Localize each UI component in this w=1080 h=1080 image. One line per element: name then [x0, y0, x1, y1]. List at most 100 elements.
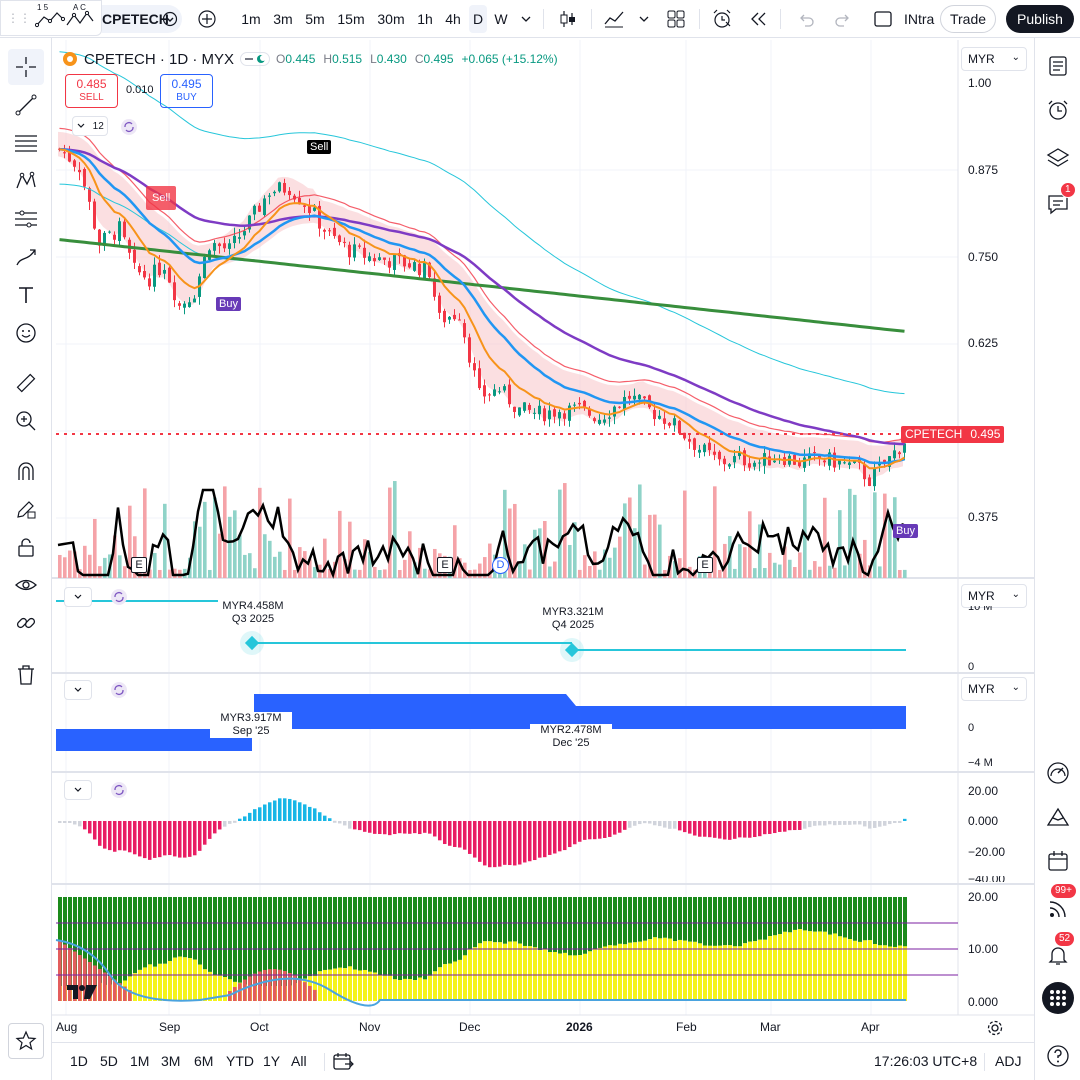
pane-collapse-button[interactable]	[64, 587, 92, 607]
momentum-bar	[493, 821, 497, 868]
interval-1m[interactable]: 1m	[241, 11, 261, 27]
buy-signal-label[interactable]: Buy	[893, 524, 918, 538]
indicators-collapse-button[interactable]: 12	[72, 116, 108, 136]
dividend-marker[interactable]: D	[492, 557, 509, 574]
alerts-panel-button[interactable]	[1042, 94, 1074, 126]
currency-selector[interactable]: MYR ⌄	[961, 47, 1027, 71]
hide-drawings-tool[interactable]	[8, 567, 44, 603]
indicators-button[interactable]	[600, 5, 628, 33]
interval-w[interactable]: W	[494, 11, 508, 27]
forecast-tool[interactable]	[8, 201, 44, 237]
layout-name-button[interactable]: INtra	[904, 11, 935, 27]
interval-5m[interactable]: 5m	[305, 11, 325, 27]
symbol-search-button[interactable]: CPETECH	[102, 5, 182, 33]
trend-line-tool[interactable]	[8, 87, 44, 123]
indicators-dropdown[interactable]	[634, 5, 654, 33]
chart-settings-icon[interactable]	[986, 1019, 1004, 1037]
watchlist-button[interactable]	[1042, 50, 1074, 82]
favorite-pattern-tool-icon[interactable]	[65, 7, 95, 29]
range-1d[interactable]: 1D	[70, 1053, 88, 1069]
range-1y[interactable]: 1Y	[263, 1053, 281, 1069]
earnings-marker[interactable]: E	[437, 557, 453, 573]
go-to-date-icon[interactable]	[332, 1051, 354, 1073]
revenue-point-q3[interactable]	[244, 635, 260, 651]
currency-selector[interactable]: MYR ⌄	[961, 677, 1027, 701]
templates-button[interactable]	[662, 5, 690, 33]
sync-icon[interactable]	[110, 781, 128, 799]
chart-type-button[interactable]	[554, 5, 582, 33]
pane-collapse-button[interactable]	[64, 780, 92, 800]
brush-tool[interactable]	[8, 239, 44, 275]
sell-signal-label[interactable]: Sell	[146, 186, 177, 210]
object-tree-button[interactable]	[1042, 142, 1074, 174]
text-tool[interactable]	[8, 277, 44, 313]
fullscreen-button[interactable]	[870, 5, 896, 33]
range-5d[interactable]: 5D	[100, 1053, 118, 1069]
earnings-marker[interactable]: E	[697, 557, 713, 573]
favorites-toolbar-toggle[interactable]	[8, 1023, 44, 1059]
replay-button[interactable]	[744, 5, 772, 33]
redo-button[interactable]	[830, 5, 856, 33]
adjust-toggle[interactable]: ADJ	[995, 1053, 1022, 1069]
chart-canvas[interactable]	[0, 0, 1034, 1042]
chart-legend[interactable]: CPETECH · 1D · MYX O0.445 H0.515 L0.430 …	[62, 48, 558, 70]
current-price-tag[interactable]: CPETECH 0.495	[901, 426, 1005, 443]
sell-signal-label[interactable]: Sell	[307, 140, 332, 154]
trade-button[interactable]: Trade	[940, 5, 996, 33]
trading-panel-button[interactable]	[1042, 801, 1074, 833]
symbol-add-icon[interactable]	[162, 11, 178, 27]
range-6m[interactable]: 6M	[194, 1053, 214, 1069]
sync-icon[interactable]	[110, 588, 128, 606]
stay-in-drawing-tool[interactable]	[8, 491, 44, 527]
market-status[interactable]	[240, 52, 271, 66]
buy-button[interactable]: 0.495 BUY	[160, 74, 213, 108]
magnet-tool[interactable]	[8, 453, 44, 489]
zoom-tool[interactable]	[8, 403, 44, 439]
measure-tool[interactable]	[8, 365, 44, 401]
sync-icon[interactable]	[110, 681, 128, 699]
sync-icon[interactable]	[120, 118, 138, 136]
alert-button[interactable]	[708, 5, 736, 33]
remove-drawings-tool[interactable]	[8, 657, 44, 693]
emoji-tool[interactable]	[8, 315, 44, 351]
buy-signal-label[interactable]: Buy	[216, 297, 241, 311]
currency-selector[interactable]: MYR ⌄	[961, 584, 1027, 608]
fib-tool[interactable]	[8, 125, 44, 161]
range-3m[interactable]: 3M	[161, 1053, 181, 1069]
publish-button[interactable]: Publish	[1006, 5, 1074, 33]
interval-dropdown[interactable]	[516, 5, 536, 33]
crosshair-tool[interactable]	[8, 49, 44, 85]
calendar-button[interactable]	[1042, 845, 1074, 877]
undo-button[interactable]	[793, 5, 819, 33]
technicals-button[interactable]	[1042, 757, 1074, 789]
ideas-chat-button[interactable]: 1	[1042, 182, 1076, 220]
drag-handle-icon[interactable]: ⋮⋮	[7, 11, 31, 25]
interval-3m[interactable]: 3m	[273, 11, 293, 27]
dmi-minus-bar	[823, 931, 827, 1001]
favorite-trend-tool-icon[interactable]	[35, 7, 65, 29]
interval-15m[interactable]: 15m	[337, 11, 365, 27]
notifications-button[interactable]: 52	[1042, 931, 1076, 971]
sell-button[interactable]: 0.485 SELL	[65, 74, 118, 108]
interval-4h[interactable]: 4h	[445, 11, 461, 27]
volume-bar	[563, 483, 567, 578]
products-menu-button[interactable]	[1042, 982, 1074, 1014]
interval-1h[interactable]: 1h	[417, 11, 433, 27]
news-feed-button[interactable]: 99+	[1042, 883, 1077, 925]
compare-symbol-button[interactable]	[194, 5, 220, 33]
earnings-marker[interactable]: E	[131, 557, 147, 573]
range-all[interactable]: All	[291, 1053, 307, 1069]
interval-30m[interactable]: 30m	[377, 11, 405, 27]
clock-timezone[interactable]: 17:26:03 UTC+8	[874, 1053, 978, 1069]
help-button[interactable]	[1042, 1040, 1074, 1072]
symbol-title[interactable]: CPETECH · 1D · MYX	[84, 50, 235, 68]
range-ytd[interactable]: YTD	[226, 1053, 254, 1069]
sync-drawings-tool[interactable]	[8, 605, 44, 641]
lock-drawings-tool[interactable]	[8, 529, 44, 565]
revenue-point-q4[interactable]	[564, 642, 580, 658]
pattern-tool[interactable]	[8, 163, 44, 199]
pane-collapse-button[interactable]	[64, 680, 92, 700]
range-1m[interactable]: 1M	[130, 1053, 150, 1069]
interval-d[interactable]: D	[469, 5, 487, 33]
dmi-plus-bar	[383, 897, 387, 976]
